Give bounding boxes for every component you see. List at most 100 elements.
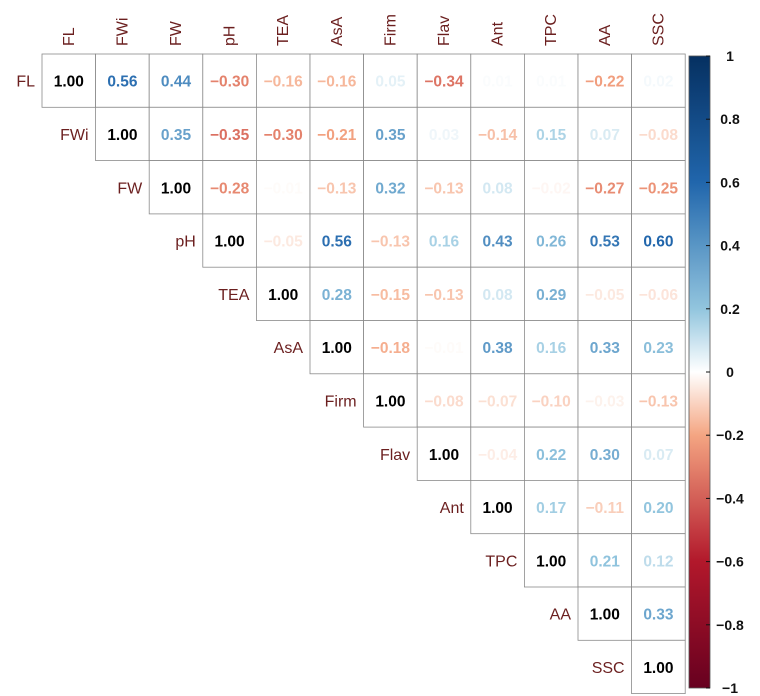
value-firm-aa: −0.03 xyxy=(585,393,625,410)
value-firm-ssc: −0.13 xyxy=(639,393,679,410)
value-fwi-flav: 0.03 xyxy=(429,127,460,144)
row-label-ant: Ant xyxy=(440,500,465,517)
row-label-aa: AA xyxy=(550,607,572,624)
cell-ant-ant xyxy=(470,479,525,535)
value-fwi-ant: −0.14 xyxy=(478,127,518,144)
col-label-fwi: FWi xyxy=(114,18,131,46)
value-tea-aa: −0.05 xyxy=(585,287,625,304)
cell-ph-ph xyxy=(202,213,257,268)
cell-ph-tpc xyxy=(524,213,579,268)
cell-fwi-tea xyxy=(255,106,311,162)
value-ant-aa: −0.11 xyxy=(586,500,625,517)
cell-flav-aa xyxy=(577,426,632,481)
value-ph-ant: 0.43 xyxy=(483,234,514,251)
col-label-tpc: TPC xyxy=(543,14,560,46)
cell-fwi-fwi xyxy=(95,106,150,162)
value-fl-ssc: 0.02 xyxy=(643,74,673,91)
value-fw-ssc: −0.25 xyxy=(639,180,679,197)
cell-ph-asa xyxy=(309,213,364,268)
cell-fwi-tpc xyxy=(524,106,579,162)
row-label-flav: Flav xyxy=(380,447,410,464)
value-fwi-fw: 0.35 xyxy=(161,127,192,144)
col-label-firm: Firm xyxy=(382,14,399,46)
value-fwi-firm: 0.35 xyxy=(375,127,406,144)
value-fwi-tpc: 0.15 xyxy=(536,127,567,144)
cell-tea-ssc xyxy=(631,266,686,321)
cell-tea-firm xyxy=(363,266,418,321)
value-tea-ssc: −0.06 xyxy=(639,287,679,304)
value-flav-aa: 0.30 xyxy=(590,447,620,464)
value-flav-tpc: 0.22 xyxy=(536,447,566,464)
cell-tpc-tpc xyxy=(524,533,579,588)
col-label-ssc: SSC xyxy=(650,13,667,46)
colorbar-tick-label: 0.8 xyxy=(720,111,740,127)
value-fwi-tea: −0.30 xyxy=(264,127,303,144)
value-asa-firm: −0.18 xyxy=(371,340,411,357)
value-fw-ant: 0.08 xyxy=(483,180,514,197)
value-ph-aa: 0.53 xyxy=(590,234,621,251)
cell-fl-ssc xyxy=(631,53,686,108)
row-label-firm: Firm xyxy=(325,393,357,410)
value-fw-ph: −0.28 xyxy=(210,180,250,197)
row-label-fl: FL xyxy=(16,74,35,91)
col-label-fw: FW xyxy=(168,20,185,46)
value-fl-aa: −0.22 xyxy=(585,74,624,91)
cell-ssc-ssc xyxy=(631,639,686,694)
row-label-tea: TEA xyxy=(218,287,249,304)
cell-asa-asa xyxy=(309,320,364,375)
value-fw-fw: 1.00 xyxy=(161,180,191,197)
value-ph-flav: 0.16 xyxy=(429,234,460,251)
cell-fwi-ssc xyxy=(631,106,686,162)
value-tpc-tpc: 1.00 xyxy=(536,553,566,570)
cell-flav-tpc xyxy=(524,426,579,481)
value-tea-ant: 0.08 xyxy=(483,287,514,304)
cell-fwi-asa xyxy=(309,106,364,162)
value-ph-tpc: 0.26 xyxy=(536,234,567,251)
cell-firm-firm xyxy=(363,373,418,428)
colorbar-tick-label: −0.6 xyxy=(716,554,744,570)
row-label-fw: FW xyxy=(117,180,143,197)
colorbar-tick-label: 0.2 xyxy=(720,301,740,317)
value-fwi-asa: −0.21 xyxy=(317,127,357,144)
value-tea-firm: −0.15 xyxy=(371,287,411,304)
cell-tpc-ssc xyxy=(631,533,686,588)
value-flav-ant: −0.04 xyxy=(478,447,518,464)
value-tpc-aa: 0.21 xyxy=(590,553,621,570)
value-ph-tea: −0.05 xyxy=(264,234,304,251)
row-label-asa: AsA xyxy=(274,340,304,357)
value-firm-tpc: −0.10 xyxy=(532,393,571,410)
colorbar-tick-label: 1 xyxy=(726,48,734,64)
value-fl-asa: −0.16 xyxy=(317,74,357,91)
cell-tea-tea xyxy=(255,266,311,321)
value-ph-ssc: 0.60 xyxy=(643,234,673,251)
value-asa-aa: 0.33 xyxy=(590,340,621,357)
value-fw-aa: −0.27 xyxy=(585,180,624,197)
row-label-ssc: SSC xyxy=(592,660,625,677)
colorbar-tick-label: 0 xyxy=(726,364,734,380)
value-fl-ph: −0.30 xyxy=(210,74,249,91)
value-asa-flav: −0.01 xyxy=(424,340,464,357)
value-ssc-ssc: 1.00 xyxy=(643,660,673,677)
value-fw-flav: −0.13 xyxy=(424,180,464,197)
value-fl-fl: 1.00 xyxy=(54,74,84,91)
value-aa-aa: 1.00 xyxy=(590,607,620,624)
row-label-fwi: FWi xyxy=(60,127,88,144)
value-tpc-ssc: 0.12 xyxy=(643,553,673,570)
value-asa-asa: 1.00 xyxy=(322,340,352,357)
value-ant-ssc: 0.20 xyxy=(643,500,673,517)
cell-aa-ssc xyxy=(631,586,686,641)
cell-fw-flav xyxy=(416,160,472,215)
row-label-ph: pH xyxy=(175,234,195,251)
cell-fwi-ant xyxy=(470,106,525,162)
cell-fl-asa xyxy=(309,53,364,108)
cell-fl-flav xyxy=(416,53,472,108)
value-fwi-ph: −0.35 xyxy=(210,127,250,144)
cell-fw-asa xyxy=(309,160,364,215)
col-label-ant: Ant xyxy=(490,21,507,46)
col-label-fl: FL xyxy=(61,27,78,46)
cell-fw-ssc xyxy=(631,160,686,215)
cell-asa-tpc xyxy=(524,320,579,375)
cell-tpc-aa xyxy=(577,533,632,588)
cell-fl-ph xyxy=(202,53,257,108)
cell-tea-tpc xyxy=(524,266,579,321)
